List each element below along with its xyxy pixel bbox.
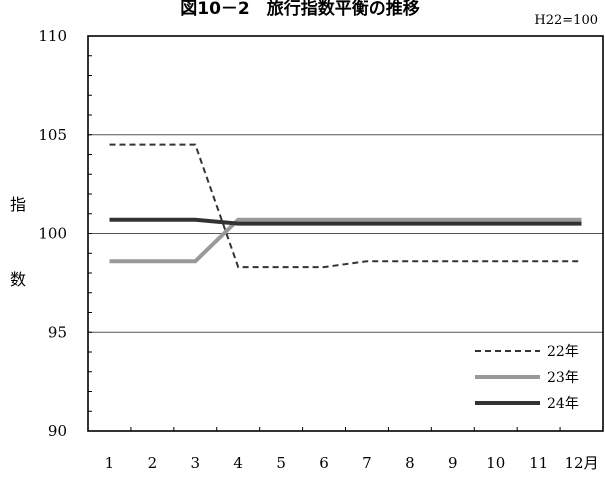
series-line-23年 bbox=[109, 217, 582, 264]
x-tick-label: 1 bbox=[105, 454, 115, 472]
x-tick-label: 6 bbox=[319, 454, 329, 472]
y-tick-label: 110 bbox=[38, 27, 67, 45]
x-tick-label: 12月 bbox=[564, 454, 598, 472]
series-line-24年 bbox=[109, 217, 582, 226]
base-year-note: H22=100 bbox=[534, 13, 598, 28]
legend: 22年 23年 24年 bbox=[475, 344, 579, 412]
x-tick-label: 2 bbox=[148, 454, 158, 472]
y-axis-label-2: 数 bbox=[10, 270, 26, 289]
legend-label: 23年 bbox=[547, 370, 579, 386]
x-tick-label: 8 bbox=[405, 454, 415, 472]
x-tick-label: 3 bbox=[191, 454, 201, 472]
x-tick-label: 5 bbox=[276, 454, 286, 472]
y-tick-labels: 90 95 100 105 110 bbox=[38, 27, 67, 440]
chart-title: 図10－2 旅行指数平衡の推移 bbox=[180, 0, 420, 19]
plot-frame bbox=[87, 35, 604, 432]
x-tick-label: 11 bbox=[529, 454, 548, 472]
x-tick-label: 7 bbox=[362, 454, 372, 472]
x-tick-label: 4 bbox=[233, 454, 243, 472]
y-tick-label: 105 bbox=[38, 126, 67, 144]
y-tick-label: 95 bbox=[48, 323, 67, 341]
x-tick-label: 10 bbox=[486, 454, 505, 472]
legend-label: 22年 bbox=[547, 344, 579, 360]
series-lines bbox=[109, 143, 582, 269]
series-line-22年 bbox=[109, 143, 582, 269]
x-tick-label: 9 bbox=[448, 454, 458, 472]
x-tick-labels: 1 2 3 4 5 6 7 8 9 10 11 12月 bbox=[105, 454, 599, 472]
y-axis-label-1: 指 bbox=[10, 195, 26, 214]
gridlines bbox=[88, 134, 603, 333]
y-tick-label: 100 bbox=[38, 225, 67, 243]
y-tick-label: 90 bbox=[48, 422, 67, 440]
legend-label: 24年 bbox=[547, 396, 579, 412]
